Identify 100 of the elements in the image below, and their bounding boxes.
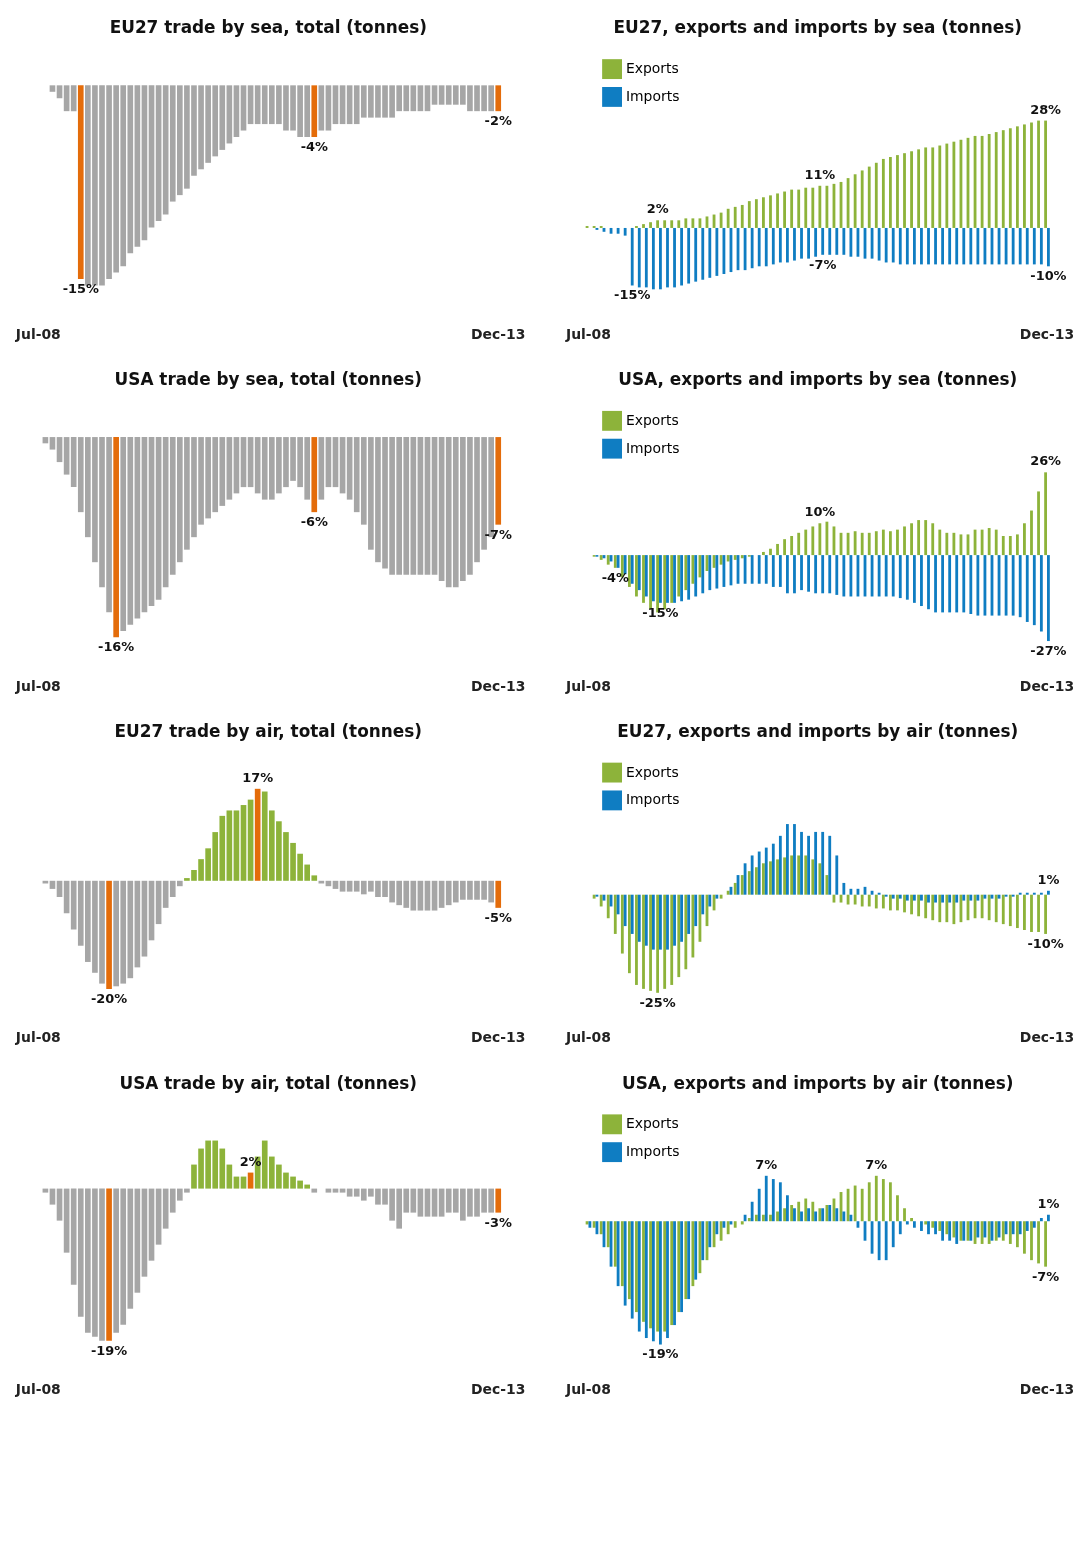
bar [853, 174, 857, 228]
bar [938, 145, 942, 228]
bar [955, 894, 959, 903]
bar [888, 157, 892, 228]
bar [811, 526, 815, 556]
bar [821, 227, 825, 255]
data-label: -5% [484, 909, 512, 925]
bar [1025, 227, 1029, 265]
bar [762, 197, 765, 228]
data-label: 17% [242, 769, 274, 785]
bar [910, 894, 913, 915]
data-label: 1% [1037, 1195, 1060, 1211]
bar [769, 548, 772, 556]
bar [962, 555, 966, 613]
x-tick-label: Jul-08 [14, 677, 61, 694]
bar [952, 894, 956, 925]
bar [874, 1175, 878, 1222]
bar [905, 894, 909, 901]
bar [106, 880, 112, 990]
data-label: -25% [639, 994, 676, 1010]
bar [931, 894, 935, 921]
bar [910, 1217, 913, 1222]
bar [849, 555, 853, 597]
bar [783, 1208, 786, 1222]
bar [860, 894, 864, 907]
bar [934, 1221, 937, 1235]
bar [934, 894, 937, 903]
bar [783, 191, 786, 228]
bar [783, 539, 786, 556]
bar [941, 555, 945, 613]
bar [1004, 555, 1008, 616]
bar [860, 532, 864, 556]
bar [599, 1221, 603, 1235]
data-label: -19% [90, 1342, 128, 1358]
bar [663, 1221, 667, 1332]
bar [684, 218, 688, 228]
bar [1037, 120, 1040, 228]
bar [969, 227, 973, 265]
bar [994, 132, 998, 228]
data-label: -15% [642, 604, 679, 620]
bar [592, 1221, 596, 1228]
legend-label: Exports [625, 60, 679, 77]
bar [757, 555, 761, 584]
bar [694, 894, 698, 927]
bar [733, 206, 737, 228]
bar [495, 1188, 502, 1213]
bar [677, 555, 681, 597]
bar [757, 227, 761, 267]
bar [948, 1221, 952, 1241]
bar [888, 531, 892, 556]
bar [884, 1221, 888, 1261]
bar [1047, 227, 1050, 267]
bar [740, 1221, 744, 1225]
bar [797, 1201, 801, 1222]
bar [651, 1221, 655, 1342]
bar [1025, 555, 1029, 622]
bar [849, 888, 853, 895]
bar [790, 189, 794, 228]
bar [938, 529, 942, 556]
bar [762, 551, 765, 556]
bar [715, 894, 719, 899]
data-label: 7% [755, 1156, 778, 1172]
data-label: -6% [300, 514, 328, 530]
bar [346, 880, 353, 892]
bar [747, 1217, 751, 1222]
bar [927, 894, 930, 903]
bar [687, 894, 691, 934]
bar [651, 894, 655, 950]
legend-label: Imports [625, 791, 680, 808]
data-label: -2% [484, 113, 512, 129]
bar [877, 227, 881, 261]
bar [673, 227, 676, 288]
bar [694, 555, 698, 597]
bar [701, 227, 705, 280]
bar [955, 555, 959, 613]
data-label: -20% [90, 990, 128, 1006]
bar [1008, 1221, 1012, 1244]
bar [814, 831, 818, 895]
bar [726, 555, 730, 562]
bar [677, 894, 681, 978]
bar [635, 1221, 638, 1313]
bar [666, 1221, 669, 1339]
bar [606, 1221, 610, 1248]
bar [800, 555, 803, 591]
bar [786, 1195, 789, 1222]
bar [910, 523, 913, 556]
bar [842, 882, 846, 895]
bar [976, 227, 980, 265]
data-label: -10% [1027, 935, 1064, 951]
x-tick-label: Dec-13 [1019, 677, 1075, 694]
bar [828, 227, 832, 255]
bar [797, 189, 801, 228]
bar [687, 227, 691, 284]
bar [1001, 894, 1005, 925]
bar [1030, 510, 1033, 556]
bar [663, 220, 667, 228]
bar [821, 831, 825, 895]
bar [917, 894, 921, 917]
bar [684, 555, 688, 591]
bar [1037, 894, 1040, 932]
